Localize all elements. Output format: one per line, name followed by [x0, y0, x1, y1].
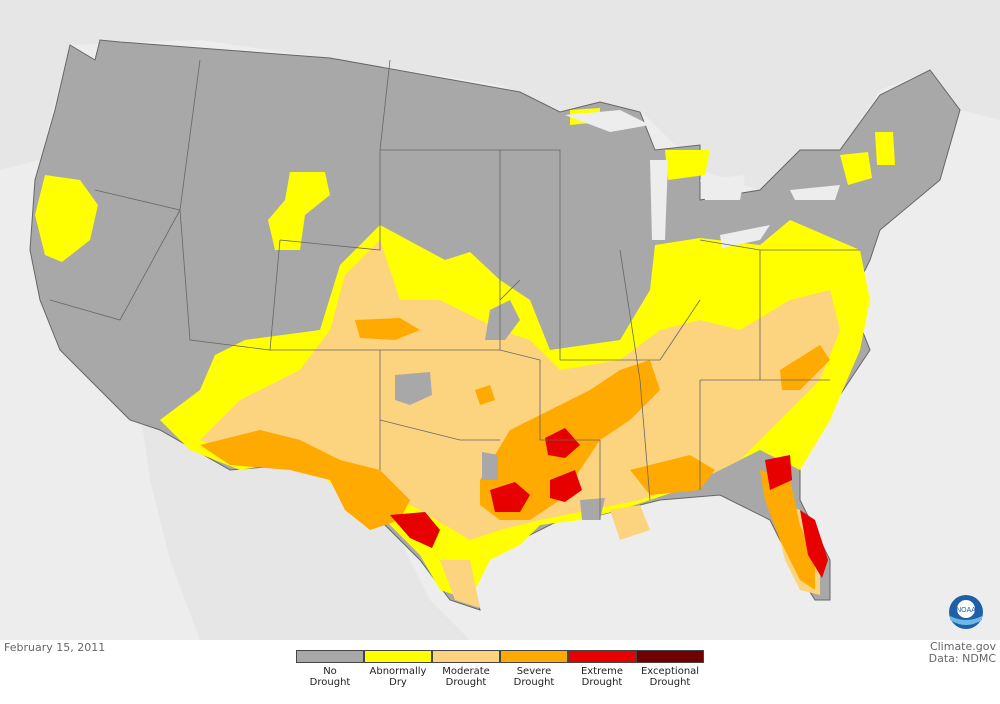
legend-swatch: [296, 650, 364, 663]
drought-map: [0, 0, 1000, 640]
legend-swatch: [364, 650, 432, 663]
legend-swatch: [568, 650, 636, 663]
legend-item: Severe Drought: [500, 650, 568, 702]
credit-block: Climate.gov Data: NDMC: [929, 641, 996, 665]
legend-swatch: [432, 650, 500, 663]
no-drought-pockets: [395, 300, 605, 520]
noaa-logo: NOAA: [949, 595, 983, 629]
legend-item: No Drought: [296, 650, 364, 702]
legend-label: Severe Drought: [500, 666, 568, 688]
legend-label-line1: Moderate: [442, 666, 490, 677]
legend-label: Moderate Drought: [432, 666, 500, 688]
severe-drought-areas: [200, 318, 830, 590]
canada-land: [0, 0, 1000, 190]
map-footer: February 15, 2011 Climate.gov Data: NDMC…: [0, 640, 1000, 704]
legend-label: Abnormally Dry: [364, 666, 432, 688]
legend-item: Moderate Drought: [432, 650, 500, 702]
great-lakes: [565, 110, 840, 248]
legend-item: Abnormally Dry: [364, 650, 432, 702]
drought-legend: No Drought Abnormally Dry Moderate Drought Sev…: [296, 650, 706, 702]
legend-label: Extreme Drought: [568, 666, 636, 688]
legend-label-line2: Drought: [445, 677, 487, 688]
legend-label-line2: Drought: [513, 677, 555, 688]
legend-swatch: [636, 650, 704, 663]
legend-label-line1: Abnormally: [369, 666, 427, 677]
legend-label-line2: Drought: [649, 677, 691, 688]
legend-label-line1: Severe: [516, 666, 552, 677]
legend-item: Extreme Drought: [568, 650, 636, 702]
map-date: February 15, 2011: [4, 641, 106, 654]
credit-data-source: Data: NDMC: [928, 652, 996, 665]
legend-label-line2: Drought: [309, 677, 351, 688]
extreme-drought-areas: [390, 428, 828, 578]
legend-label-line1: Extreme: [580, 666, 624, 677]
legend-item: Exceptional Drought: [636, 650, 704, 702]
legend-label-line2: Dry: [389, 677, 407, 688]
legend-swatch: [500, 650, 568, 663]
legend-label: Exceptional Drought: [636, 666, 704, 688]
legend-label-line1: No: [323, 666, 337, 677]
mexico-land: [140, 410, 470, 640]
svg-text:NOAA: NOAA: [956, 607, 976, 614]
legend-label-line1: Exceptional: [640, 666, 700, 677]
state-borders: [49, 59, 860, 520]
credit-site: Climate.gov: [929, 640, 996, 653]
legend-label-line2: Drought: [581, 677, 623, 688]
legend-label: No Drought: [296, 666, 364, 688]
